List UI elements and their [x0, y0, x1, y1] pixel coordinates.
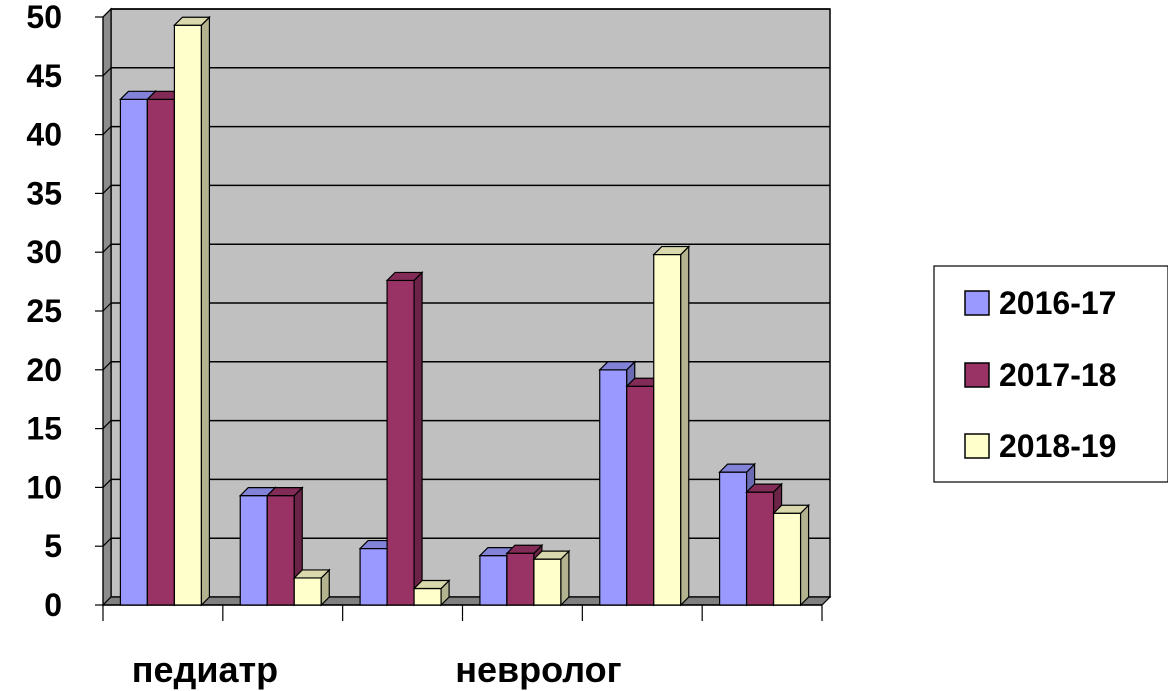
y-axis-ticks: 0 5 10 15 20 25 30 35 40 45 50: [26, 0, 104, 623]
legend-swatch: [964, 433, 990, 459]
y-tick-label: 20: [26, 352, 62, 388]
bar-front: [266, 495, 295, 606]
legend-label: 2018-19: [999, 428, 1116, 464]
legend-swatch: [964, 290, 990, 316]
bar-top: [505, 544, 544, 554]
y-tick-label: 40: [26, 117, 62, 153]
x-category-label: невролог: [455, 649, 621, 690]
bar-top: [598, 361, 637, 371]
bar-front: [772, 512, 802, 606]
bar-front: [599, 369, 628, 606]
bar-top: [385, 271, 424, 282]
bar-front: [239, 495, 268, 606]
bar-front: [745, 491, 775, 606]
bar-side: [413, 270, 423, 607]
gridline-side: [102, 478, 112, 488]
bar-front: [653, 253, 682, 606]
y-tick-label: 45: [26, 58, 62, 94]
legend: 2016-17 2017-18 2018-19: [933, 265, 1168, 483]
bar-top: [718, 463, 757, 473]
bar-front: [146, 98, 176, 606]
y-tick-label: 30: [26, 234, 62, 270]
gridline-side: [102, 420, 112, 430]
y-tick-label: 25: [26, 293, 62, 329]
legend-label: 2017-18: [999, 357, 1116, 393]
bar-front: [626, 385, 655, 606]
legend-swatch: [964, 362, 990, 388]
bar: [652, 245, 691, 607]
bar-top: [745, 483, 784, 493]
y-tick-label: 35: [26, 175, 62, 211]
bar-front: [479, 555, 508, 606]
gridline-side: [102, 302, 112, 312]
x-axis: [102, 604, 823, 621]
bar-front: [718, 471, 748, 606]
gridline-side: [102, 8, 112, 18]
y-tick-label: 10: [26, 469, 62, 505]
bar: [292, 568, 331, 607]
gridlines: [102, 8, 830, 547]
bar-front: [173, 24, 203, 606]
bar-front: [293, 577, 322, 606]
bar-front: [359, 547, 388, 606]
bar-top: [172, 16, 211, 26]
gridline-side: [102, 67, 112, 77]
bar-front: [386, 279, 415, 606]
bar-front: [413, 587, 442, 606]
gridline-side: [102, 243, 112, 253]
x-axis-labels: педиатр невролог: [132, 649, 622, 690]
bar-top: [412, 579, 451, 590]
x-category-label: педиатр: [132, 649, 278, 690]
bar-side: [560, 549, 570, 607]
bar: [385, 270, 424, 607]
bar: [772, 503, 811, 607]
bar-top: [265, 487, 304, 497]
bars: [118, 15, 811, 607]
bar-top: [772, 504, 811, 514]
bar: [172, 15, 211, 607]
bar-side: [200, 15, 211, 607]
bar-front: [506, 552, 535, 606]
y-tick-label: 0: [44, 587, 62, 623]
bar-side: [680, 245, 690, 607]
bar-front: [533, 558, 562, 606]
bar-top: [292, 569, 331, 579]
gridline-side: [102, 361, 112, 371]
gridline-side: [102, 126, 112, 136]
gridline-side: [102, 184, 112, 194]
y-tick-label: 15: [26, 411, 62, 447]
bar-top: [652, 245, 691, 256]
bar-front: [119, 98, 149, 606]
legend-label: 2016-17: [999, 285, 1116, 321]
bar-side: [799, 503, 810, 607]
bar: [412, 579, 451, 607]
y-tick-label: 50: [26, 0, 62, 35]
y-tick-label: 5: [44, 528, 62, 564]
bar-top: [532, 550, 571, 560]
bar: [532, 549, 571, 607]
gridline-side: [102, 537, 112, 547]
